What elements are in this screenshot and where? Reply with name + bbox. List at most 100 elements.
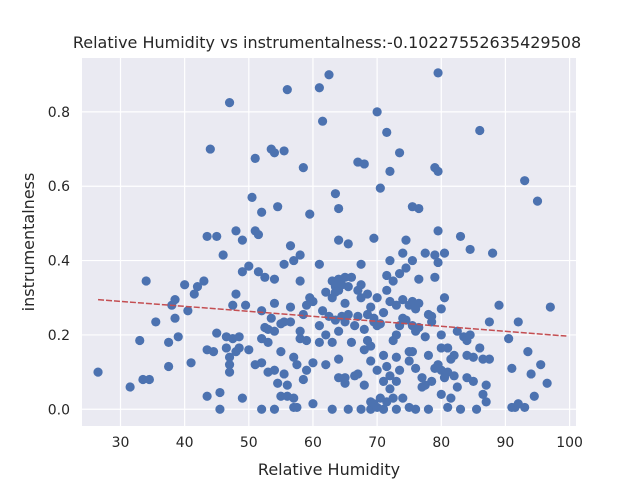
data-point	[276, 347, 286, 357]
data-point	[269, 404, 280, 414]
data-point	[523, 347, 533, 357]
data-point	[478, 389, 488, 400]
trend-line-group	[97, 298, 567, 337]
data-point	[334, 203, 344, 214]
data-point	[343, 309, 353, 320]
data-point	[231, 289, 241, 299]
data-point	[327, 404, 337, 414]
data-point	[382, 270, 392, 281]
data-point	[436, 343, 446, 353]
data-point	[465, 244, 475, 255]
data-point	[308, 296, 318, 307]
data-point	[436, 304, 446, 314]
data-point	[427, 317, 437, 327]
data-point	[314, 259, 324, 269]
data-point	[446, 393, 456, 403]
data-point	[202, 231, 212, 242]
data-point	[449, 371, 459, 381]
data-point	[526, 369, 536, 379]
chart-title: Relative Humidity vs instrumentalness:-0…	[73, 33, 581, 52]
data-point	[260, 272, 270, 282]
data-point	[285, 317, 296, 327]
data-point	[504, 334, 514, 344]
data-point	[391, 330, 401, 340]
data-point	[378, 350, 389, 360]
data-point	[407, 255, 418, 266]
data-point	[439, 293, 450, 303]
data-point	[285, 241, 296, 251]
data-point	[244, 345, 254, 355]
data-point	[298, 374, 308, 385]
data-point	[391, 376, 401, 386]
data-point	[250, 153, 260, 163]
data-point	[135, 335, 145, 346]
x-tick-label: 60	[304, 435, 322, 451]
y-tick-labels: 0.0 0.2 0.4 0.6 0.8	[48, 105, 70, 418]
data-point	[215, 404, 225, 414]
data-point	[279, 146, 289, 156]
data-point	[433, 166, 443, 176]
data-point	[385, 384, 395, 394]
data-point	[151, 317, 161, 327]
data-point	[443, 343, 453, 353]
data-point	[340, 298, 350, 308]
data-point	[484, 354, 494, 364]
data-point	[398, 295, 408, 305]
data-point	[378, 404, 389, 414]
data-point	[359, 159, 369, 169]
data-point	[282, 380, 292, 390]
data-point	[212, 328, 222, 338]
data-point	[279, 369, 289, 379]
data-point	[385, 371, 395, 381]
data-point	[289, 393, 299, 403]
data-point	[141, 276, 151, 286]
data-point	[164, 361, 174, 372]
data-point	[93, 367, 103, 377]
data-point	[208, 347, 219, 357]
x-tick-label: 80	[432, 435, 450, 451]
data-point	[221, 343, 231, 353]
data-point	[334, 354, 344, 364]
data-point	[269, 298, 280, 308]
data-point	[529, 391, 539, 401]
data-point	[436, 389, 446, 400]
data-point	[273, 202, 283, 212]
data-point	[257, 207, 267, 217]
data-point	[411, 363, 421, 373]
data-point	[532, 196, 543, 206]
data-point	[471, 404, 482, 414]
data-point	[478, 354, 488, 364]
data-point	[138, 374, 148, 385]
data-point	[343, 404, 353, 414]
data-point	[247, 192, 257, 202]
data-point	[433, 257, 443, 268]
data-point	[263, 337, 273, 347]
data-point	[215, 387, 225, 398]
y-tick-label: 0.0	[48, 402, 70, 418]
x-axis-label: Relative Humidity	[258, 460, 400, 479]
data-point	[362, 289, 373, 299]
data-point	[359, 380, 369, 390]
trend-line	[97, 298, 567, 337]
data-point	[439, 248, 450, 258]
data-point	[224, 360, 235, 370]
data-point	[308, 399, 318, 409]
data-point	[269, 326, 280, 336]
data-point	[372, 293, 382, 303]
data-point	[481, 397, 491, 407]
plot-area	[82, 58, 576, 426]
data-point	[366, 356, 376, 366]
data-point	[398, 248, 408, 258]
data-point	[237, 393, 247, 403]
data-point	[180, 280, 190, 290]
data-point	[305, 209, 315, 219]
data-point	[391, 352, 401, 362]
data-point	[452, 326, 462, 336]
data-point	[231, 226, 241, 236]
data-point	[282, 84, 292, 95]
data-point	[317, 306, 328, 316]
data-point	[125, 382, 135, 392]
data-point	[186, 358, 196, 368]
data-point	[372, 365, 382, 375]
data-point	[391, 300, 401, 310]
